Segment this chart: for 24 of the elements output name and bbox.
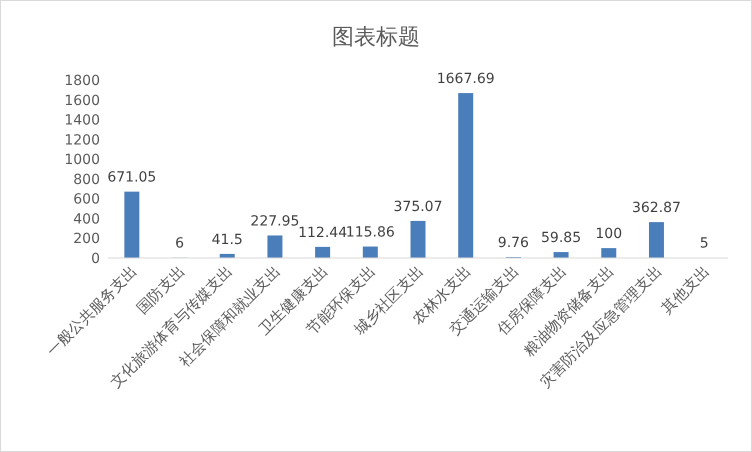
y-tick-label: 800	[73, 172, 100, 188]
y-tick-label: 1400	[64, 112, 100, 129]
y-tick-label: 1800	[64, 73, 100, 89]
data-label: 115.86	[346, 224, 395, 241]
y-tick-label: 1600	[64, 92, 100, 109]
data-label: 5	[700, 236, 709, 252]
y-tick-label: 1200	[64, 132, 100, 148]
data-label: 671.05	[107, 170, 156, 186]
data-label: 1667.69	[436, 71, 495, 88]
data-label: 41.5	[212, 232, 243, 248]
data-label: 9.76	[498, 235, 530, 252]
data-label: 59.85	[541, 230, 582, 246]
y-tick-label: 1000	[64, 152, 100, 168]
y-tick-label: 600	[73, 192, 100, 208]
data-label: 227.95	[250, 213, 300, 230]
y-tick-label: 0	[91, 251, 100, 267]
y-tick-label: 200	[73, 231, 100, 248]
data-label: 375.07	[394, 198, 442, 215]
data-label: 112.44	[298, 224, 348, 241]
data-label: 362.87	[632, 200, 681, 216]
y-tick-label: 400	[73, 211, 100, 228]
chart-title: 图表标题	[332, 25, 420, 50]
data-label: 100	[595, 226, 622, 242]
data-label: 6	[175, 235, 184, 252]
